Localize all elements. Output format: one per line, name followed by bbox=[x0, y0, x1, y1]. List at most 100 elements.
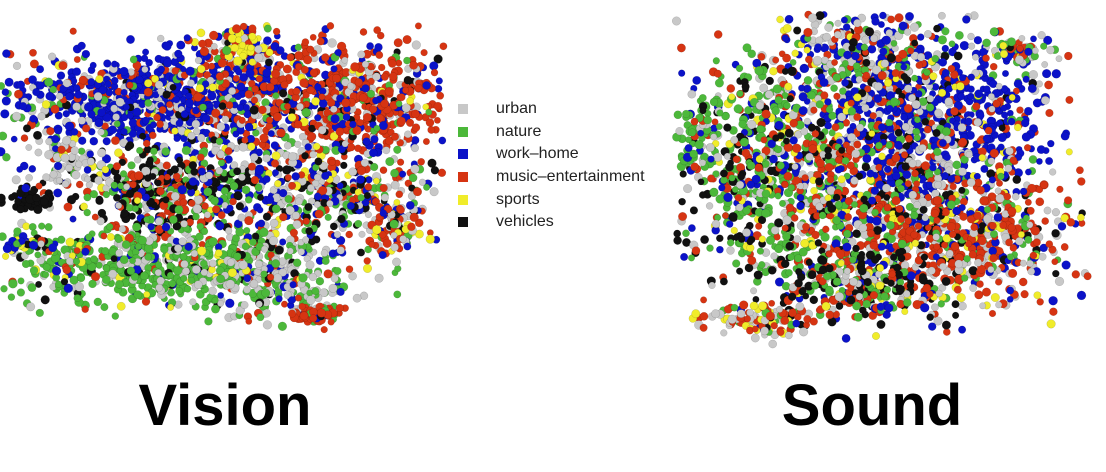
point-music-entertainment bbox=[281, 300, 289, 308]
point-work-home bbox=[1000, 104, 1008, 112]
point-vehicles bbox=[33, 130, 43, 140]
point-urban bbox=[348, 271, 357, 281]
point-work-home bbox=[374, 43, 383, 52]
point-urban bbox=[909, 22, 920, 32]
point-urban bbox=[833, 30, 842, 39]
point-urban bbox=[197, 133, 206, 143]
point-work-home bbox=[215, 243, 223, 251]
point-sports bbox=[406, 97, 414, 105]
point-work-home bbox=[886, 104, 894, 113]
point-nature bbox=[187, 276, 196, 285]
point-work-home bbox=[967, 73, 975, 81]
point-sports bbox=[287, 113, 297, 122]
point-music-entertainment bbox=[158, 106, 167, 114]
point-work-home bbox=[270, 141, 279, 150]
point-urban bbox=[208, 286, 217, 296]
point-vehicles bbox=[154, 179, 162, 187]
point-music-entertainment bbox=[409, 212, 419, 222]
point-vehicles bbox=[32, 193, 41, 203]
point-music-entertainment bbox=[318, 185, 328, 196]
point-work-home bbox=[330, 65, 338, 73]
point-nature bbox=[111, 312, 120, 320]
point-work-home bbox=[162, 58, 173, 68]
point-urban bbox=[967, 32, 975, 41]
point-music-entertainment bbox=[417, 157, 426, 166]
point-urban bbox=[296, 102, 304, 111]
point-urban bbox=[812, 55, 823, 66]
point-urban bbox=[203, 211, 211, 219]
point-work-home bbox=[184, 242, 193, 251]
point-sports bbox=[143, 78, 153, 88]
point-nature bbox=[166, 271, 175, 280]
point-work-home bbox=[126, 35, 135, 44]
point-music-entertainment bbox=[397, 158, 405, 166]
point-work-home bbox=[88, 128, 96, 136]
point-music-entertainment bbox=[29, 48, 37, 57]
point-vehicles bbox=[235, 202, 245, 211]
point-urban bbox=[374, 273, 384, 283]
point-urban bbox=[944, 97, 954, 106]
point-music-entertainment bbox=[272, 112, 283, 122]
point-vehicles bbox=[329, 222, 338, 231]
point-music-entertainment bbox=[976, 137, 984, 145]
point-sports bbox=[208, 83, 218, 92]
point-urban bbox=[916, 108, 924, 116]
point-work-home bbox=[70, 128, 79, 136]
point-sports bbox=[22, 222, 31, 231]
point-sports bbox=[1008, 93, 1016, 101]
point-work-home bbox=[51, 266, 62, 276]
point-urban bbox=[341, 56, 349, 64]
point-nature bbox=[395, 100, 403, 108]
point-music-entertainment bbox=[301, 38, 310, 46]
point-music-entertainment bbox=[379, 166, 388, 174]
point-vehicles bbox=[816, 117, 826, 128]
point-urban bbox=[250, 153, 259, 162]
point-nature bbox=[293, 258, 302, 267]
point-music-entertainment bbox=[270, 159, 280, 168]
point-work-home bbox=[336, 182, 344, 190]
point-urban bbox=[262, 320, 273, 330]
point-work-home bbox=[1021, 132, 1031, 142]
point-urban bbox=[347, 82, 355, 90]
point-work-home bbox=[1007, 117, 1016, 126]
point-nature bbox=[73, 294, 82, 302]
point-work-home bbox=[881, 35, 891, 45]
point-sports bbox=[247, 44, 255, 52]
point-urban bbox=[995, 82, 1003, 90]
point-sports bbox=[116, 301, 126, 311]
point-work-home bbox=[688, 224, 696, 233]
point-nature bbox=[203, 187, 213, 197]
point-music-entertainment bbox=[772, 56, 780, 64]
point-nature bbox=[150, 147, 158, 156]
point-music-entertainment bbox=[425, 118, 435, 127]
point-nature bbox=[132, 222, 142, 232]
point-urban bbox=[262, 154, 271, 163]
point-sports bbox=[95, 74, 104, 84]
point-work-home bbox=[0, 109, 10, 119]
point-nature bbox=[277, 321, 288, 331]
point-urban bbox=[297, 248, 306, 256]
point-nature bbox=[139, 271, 149, 281]
point-nature bbox=[393, 145, 402, 154]
point-nature bbox=[114, 235, 123, 244]
point-work-home bbox=[110, 60, 118, 68]
point-work-home bbox=[54, 126, 63, 135]
point-music-entertainment bbox=[156, 120, 164, 129]
point-nature bbox=[852, 62, 861, 70]
point-music-entertainment bbox=[420, 48, 428, 57]
point-music-entertainment bbox=[307, 78, 315, 86]
point-nature bbox=[155, 261, 163, 269]
point-work-home bbox=[111, 76, 119, 85]
point-nature bbox=[204, 317, 213, 326]
point-nature bbox=[200, 227, 209, 236]
point-work-home bbox=[1036, 157, 1043, 165]
point-music-entertainment bbox=[293, 120, 303, 129]
point-urban bbox=[358, 230, 366, 238]
point-nature bbox=[72, 257, 81, 266]
point-sports bbox=[41, 100, 51, 109]
point-work-home bbox=[175, 119, 184, 128]
point-nature bbox=[989, 27, 999, 37]
point-urban bbox=[72, 102, 81, 111]
point-vehicles bbox=[188, 161, 198, 170]
point-nature bbox=[121, 240, 131, 249]
